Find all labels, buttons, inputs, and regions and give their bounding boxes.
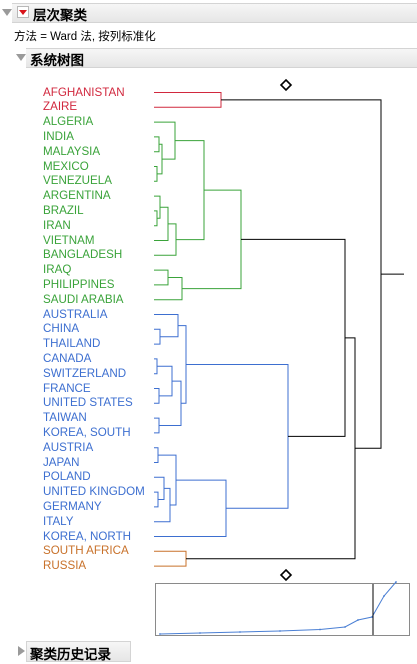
distance-point — [357, 619, 359, 621]
expand-history-icon[interactable] — [18, 646, 25, 656]
collapse-dendrogram-icon[interactable] — [16, 54, 26, 61]
cluster-cut-handle-bottom[interactable] — [279, 568, 293, 582]
leaf-label[interactable]: THAILAND — [43, 337, 101, 351]
dendrogram-header — [26, 48, 417, 68]
distance-point — [371, 616, 373, 618]
distance-point — [383, 595, 385, 597]
leaf-label[interactable]: MEXICO — [43, 159, 89, 173]
report-title: 层次聚类 — [33, 8, 87, 23]
leaf-label-panel — [34, 78, 154, 576]
distance-point — [344, 626, 346, 628]
history-header[interactable] — [26, 641, 131, 662]
leaf-label[interactable]: ZAIRE — [43, 100, 78, 114]
leaf-label[interactable]: IRAN — [43, 218, 71, 232]
dendrogram-title: 系统树图 — [30, 53, 84, 68]
leaf-label[interactable]: CANADA — [43, 351, 92, 365]
leaf-label[interactable]: SAUDI ARABIA — [43, 292, 124, 306]
leaf-label[interactable]: AUSTRALIA — [43, 307, 108, 321]
leaf-label[interactable]: POLAND — [43, 470, 91, 484]
leaf-label[interactable]: BANGLADESH — [43, 248, 123, 262]
history-title: 聚类历史记录 — [30, 647, 111, 662]
leaf-label[interactable]: ITALY — [43, 514, 74, 528]
leaf-label[interactable]: BRAZIL — [43, 203, 84, 217]
distance-point — [395, 581, 397, 583]
leaf-label[interactable]: AUSTRIA — [43, 440, 94, 454]
report-header — [12, 3, 417, 23]
leaf-label[interactable]: CHINA — [43, 322, 80, 336]
leaf-label[interactable]: AFGHANISTAN — [43, 85, 125, 99]
leaf-label[interactable]: FRANCE — [43, 381, 91, 395]
leaf-label[interactable]: VENEZUELA — [43, 174, 112, 188]
leaf-label[interactable]: ARGENTINA — [43, 189, 111, 203]
leaf-label[interactable]: VIETNAM — [43, 233, 95, 247]
method-label: 方法 = Ward 法, 按列标准化 — [14, 31, 156, 43]
leaf-label[interactable]: UNITED STATES — [43, 396, 133, 410]
leaf-label[interactable]: GERMANY — [43, 499, 102, 513]
leaf-label[interactable]: SOUTH AFRICA — [43, 544, 129, 558]
distance-point — [199, 632, 201, 634]
leaf-label[interactable]: KOREA, SOUTH — [43, 425, 131, 439]
distance-point — [239, 631, 241, 633]
distance-point — [319, 628, 321, 631]
distance-point — [279, 630, 281, 632]
leaf-label[interactable]: UNITED KINGDOM — [43, 485, 145, 499]
distance-curve-line — [159, 581, 397, 635]
red-triangle-menu-icon[interactable] — [17, 6, 29, 18]
leaf-label[interactable]: JAPAN — [43, 455, 80, 469]
leaf-label[interactable]: PHILIPPINES — [43, 277, 115, 291]
leaf-label[interactable]: RUSSIA — [43, 559, 87, 573]
leaf-label[interactable]: IRAQ — [43, 263, 72, 277]
cluster-cut-handle-top[interactable] — [279, 78, 293, 92]
leaf-label[interactable]: ALGERIA — [43, 115, 94, 129]
distance-plot — [155, 583, 410, 636]
leaf-label[interactable]: INDIA — [43, 129, 74, 143]
leaf-label[interactable]: MALAYSIA — [43, 144, 101, 158]
leaf-label[interactable]: KOREA, NORTH — [43, 529, 132, 543]
distance-point — [159, 633, 161, 635]
leaf-label[interactable]: SWITZERLAND — [43, 366, 127, 380]
leaf-label[interactable]: TAIWAN — [43, 411, 87, 425]
collapse-report-icon[interactable] — [2, 9, 12, 16]
